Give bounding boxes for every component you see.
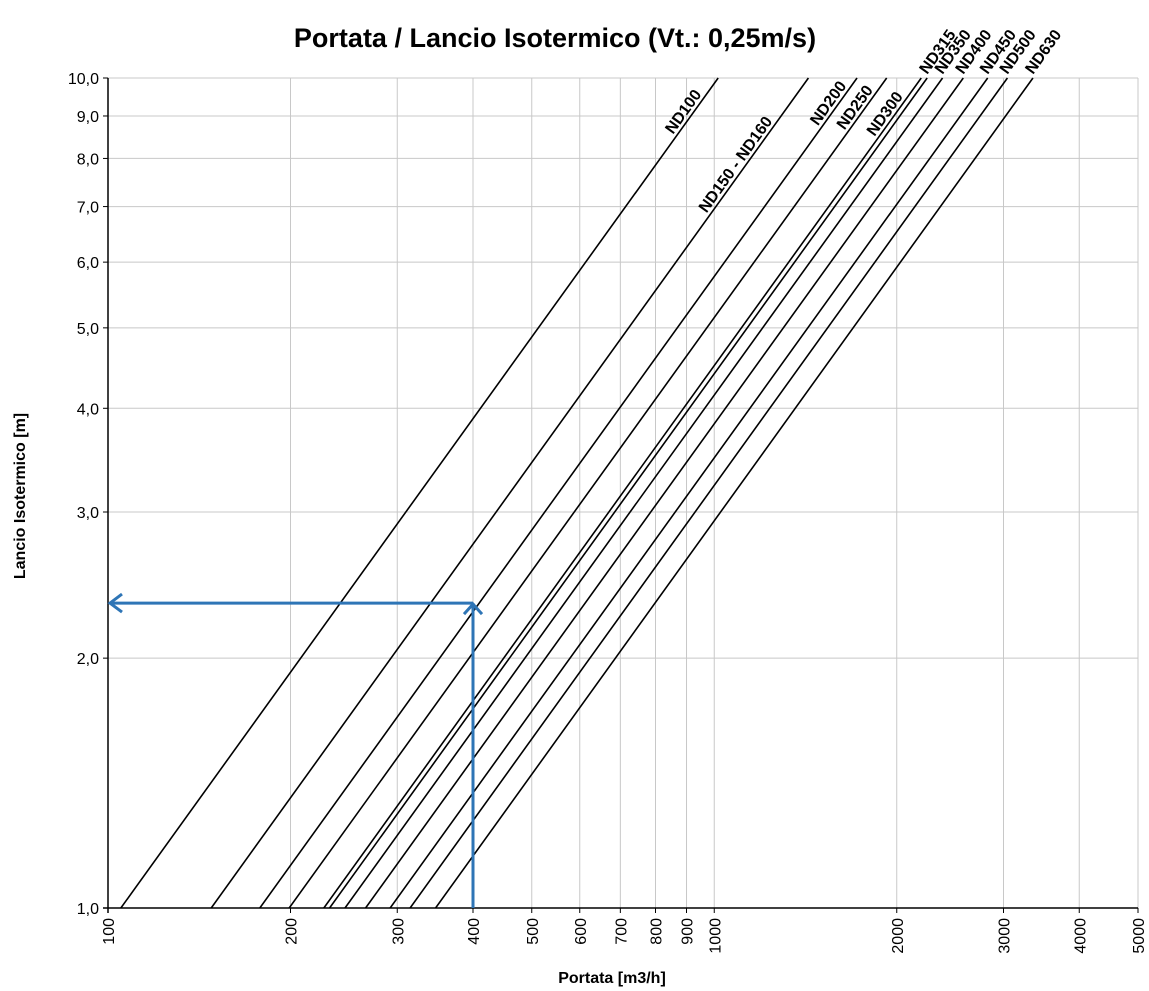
example-reading <box>107 592 484 908</box>
series-line <box>409 77 1009 909</box>
y-tick-label: 3,0 <box>77 505 99 522</box>
series-line <box>434 77 1034 909</box>
tick-labels: 100 200 300 400 500 600 700 800 900 1000 2000 3000 4… <box>68 71 1148 954</box>
y-tick-label: 4,0 <box>77 401 99 418</box>
series-line <box>323 77 922 909</box>
chart-title: Portata / Lancio Isotermico (Vt.: 0,25m/… <box>294 23 816 53</box>
y-tick-label: 8,0 <box>77 151 99 168</box>
x-tick-label: 500 <box>525 918 542 945</box>
x-tick-label: 800 <box>649 918 666 945</box>
series-line <box>328 77 928 909</box>
series-line <box>344 77 944 909</box>
x-tick-label: 2000 <box>890 918 907 954</box>
x-tick-label: 5000 <box>1131 918 1148 954</box>
y-tick-label: 2,0 <box>77 651 99 668</box>
x-tick-label: 1000 <box>707 918 724 954</box>
x-tick-label: 700 <box>613 918 630 945</box>
x-axis-label: Portata [m3/h] <box>558 970 666 987</box>
x-tick-label: 4000 <box>1072 918 1089 954</box>
y-tick-label: 10,0 <box>68 71 99 88</box>
x-tick-label: 3000 <box>997 918 1014 954</box>
x-tick-label: 200 <box>284 918 301 945</box>
y-tick-label: 1,0 <box>77 901 99 918</box>
grid <box>107 77 1139 909</box>
y-tick-label: 6,0 <box>77 255 99 272</box>
series-label: ND100 <box>662 87 705 137</box>
x-tick-label: 600 <box>573 918 590 945</box>
x-tick-label: 400 <box>466 918 483 945</box>
x-tick-label: 300 <box>390 918 407 945</box>
series-line <box>288 77 888 909</box>
series-lines <box>120 77 1034 909</box>
y-tick-label: 9,0 <box>77 109 99 126</box>
x-tick-label: 900 <box>680 918 697 945</box>
series-line <box>389 77 989 909</box>
example-horizontal-arrowhead <box>107 592 123 614</box>
series-line <box>364 77 964 909</box>
series-line <box>210 77 810 909</box>
axes <box>103 77 1139 913</box>
series-label: ND150 - ND160 <box>696 114 776 216</box>
x-tick-label: 100 <box>101 918 118 945</box>
y-tick-label: 5,0 <box>77 321 99 338</box>
y-axis-label: Lancio Isotermico [m] <box>12 413 29 579</box>
y-tick-label: 7,0 <box>77 200 99 217</box>
series-line <box>120 77 719 909</box>
series-line <box>259 77 858 909</box>
